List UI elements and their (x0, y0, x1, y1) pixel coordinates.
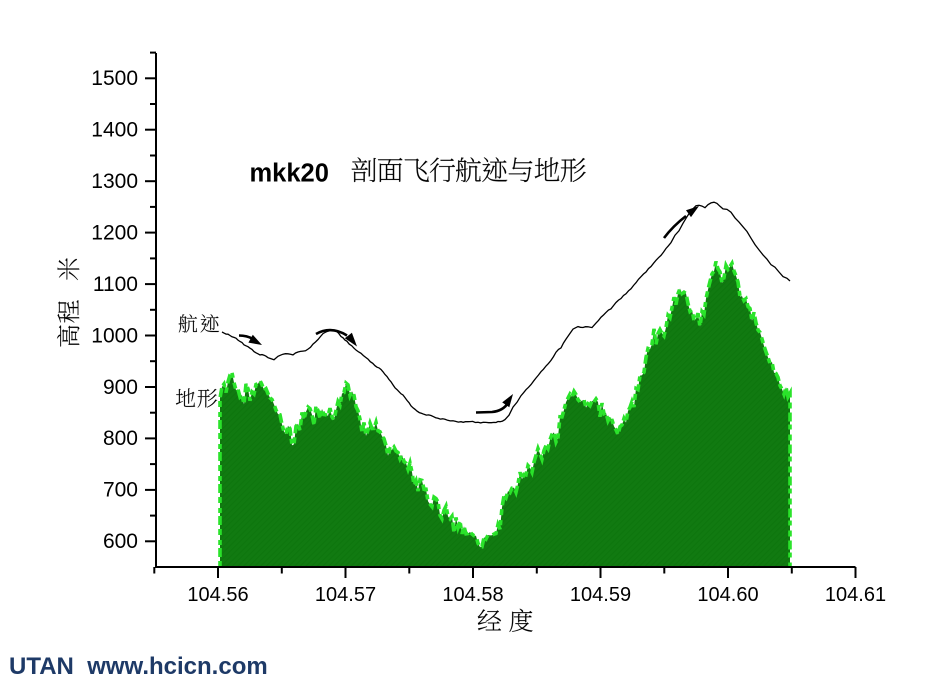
svg-text:1300: 1300 (91, 170, 138, 193)
svg-text:1200: 1200 (91, 221, 138, 244)
svg-text:1000: 1000 (91, 324, 138, 347)
svg-text:104.60: 104.60 (697, 584, 758, 606)
svg-text:104.56: 104.56 (187, 584, 248, 606)
svg-text:1400: 1400 (91, 119, 138, 142)
svg-text:104.58: 104.58 (442, 584, 503, 606)
svg-text:UTAN www.hcicn.com: UTAN www.hcicn.com (9, 653, 268, 680)
svg-text:104.57: 104.57 (315, 584, 376, 606)
svg-text:104.61: 104.61 (825, 584, 886, 606)
svg-text:1500: 1500 (91, 67, 138, 90)
svg-text:1100: 1100 (93, 273, 138, 296)
svg-text:900: 900 (103, 376, 138, 399)
svg-text:mkk20: mkk20 (250, 160, 329, 188)
svg-text:800: 800 (103, 427, 138, 450)
svg-text:700: 700 (103, 479, 138, 502)
svg-text:104.59: 104.59 (570, 584, 631, 606)
svg-text:600: 600 (103, 530, 138, 553)
